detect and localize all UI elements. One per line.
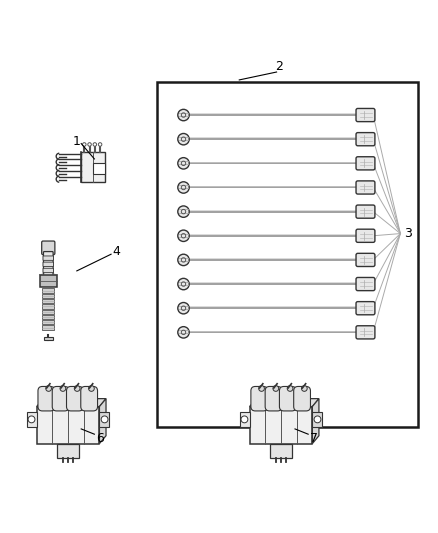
- FancyBboxPatch shape: [43, 268, 53, 273]
- Circle shape: [177, 230, 189, 241]
- Polygon shape: [249, 399, 318, 407]
- Circle shape: [286, 385, 292, 391]
- Circle shape: [301, 385, 307, 391]
- Text: 4: 4: [112, 245, 120, 257]
- FancyBboxPatch shape: [38, 386, 55, 411]
- FancyBboxPatch shape: [43, 252, 53, 276]
- Circle shape: [28, 416, 35, 423]
- FancyBboxPatch shape: [43, 262, 53, 266]
- FancyBboxPatch shape: [57, 443, 79, 458]
- FancyBboxPatch shape: [39, 275, 57, 287]
- FancyBboxPatch shape: [81, 386, 97, 411]
- FancyBboxPatch shape: [37, 407, 99, 443]
- FancyBboxPatch shape: [42, 315, 54, 319]
- FancyBboxPatch shape: [42, 299, 54, 303]
- Circle shape: [177, 109, 189, 121]
- FancyBboxPatch shape: [355, 157, 374, 170]
- Circle shape: [177, 254, 189, 265]
- FancyBboxPatch shape: [249, 407, 312, 443]
- FancyBboxPatch shape: [42, 288, 54, 293]
- Circle shape: [258, 385, 264, 391]
- FancyBboxPatch shape: [269, 443, 292, 458]
- FancyBboxPatch shape: [355, 108, 374, 122]
- FancyBboxPatch shape: [355, 278, 374, 290]
- FancyBboxPatch shape: [239, 412, 249, 426]
- Circle shape: [82, 143, 86, 146]
- FancyBboxPatch shape: [81, 152, 105, 182]
- Text: 6: 6: [96, 432, 104, 445]
- Circle shape: [272, 385, 278, 391]
- Circle shape: [88, 143, 91, 146]
- FancyBboxPatch shape: [251, 386, 267, 411]
- Circle shape: [177, 182, 189, 193]
- FancyBboxPatch shape: [42, 310, 54, 314]
- Circle shape: [177, 158, 189, 169]
- FancyBboxPatch shape: [42, 325, 54, 330]
- Circle shape: [60, 385, 66, 391]
- Circle shape: [177, 327, 189, 338]
- FancyBboxPatch shape: [312, 412, 321, 426]
- Circle shape: [46, 385, 51, 391]
- Text: 2: 2: [274, 60, 282, 73]
- FancyBboxPatch shape: [43, 256, 53, 260]
- FancyBboxPatch shape: [355, 181, 374, 194]
- Bar: [157, 82, 417, 427]
- Circle shape: [98, 143, 102, 146]
- FancyBboxPatch shape: [67, 386, 83, 411]
- Circle shape: [177, 278, 189, 290]
- Text: 7: 7: [309, 432, 317, 445]
- Polygon shape: [99, 399, 106, 443]
- Circle shape: [93, 143, 96, 146]
- FancyBboxPatch shape: [42, 304, 54, 309]
- Text: 1: 1: [73, 135, 81, 148]
- Polygon shape: [312, 399, 318, 443]
- Circle shape: [177, 303, 189, 314]
- FancyBboxPatch shape: [52, 386, 69, 411]
- Bar: [93, 163, 105, 174]
- FancyBboxPatch shape: [44, 337, 53, 340]
- Polygon shape: [37, 399, 106, 407]
- FancyBboxPatch shape: [279, 386, 296, 411]
- FancyBboxPatch shape: [355, 326, 374, 339]
- Circle shape: [177, 206, 189, 217]
- FancyBboxPatch shape: [42, 241, 55, 255]
- FancyBboxPatch shape: [99, 412, 109, 426]
- FancyBboxPatch shape: [265, 386, 281, 411]
- Circle shape: [177, 133, 189, 145]
- Circle shape: [88, 385, 94, 391]
- Circle shape: [74, 385, 80, 391]
- FancyBboxPatch shape: [42, 294, 54, 298]
- FancyBboxPatch shape: [355, 205, 374, 218]
- FancyBboxPatch shape: [293, 386, 310, 411]
- Circle shape: [240, 416, 247, 423]
- Text: 3: 3: [403, 227, 411, 240]
- FancyBboxPatch shape: [355, 302, 374, 315]
- FancyBboxPatch shape: [355, 133, 374, 146]
- FancyBboxPatch shape: [42, 320, 54, 325]
- FancyBboxPatch shape: [27, 412, 37, 426]
- Circle shape: [313, 416, 320, 423]
- FancyBboxPatch shape: [355, 253, 374, 266]
- Circle shape: [101, 416, 108, 423]
- FancyBboxPatch shape: [355, 229, 374, 243]
